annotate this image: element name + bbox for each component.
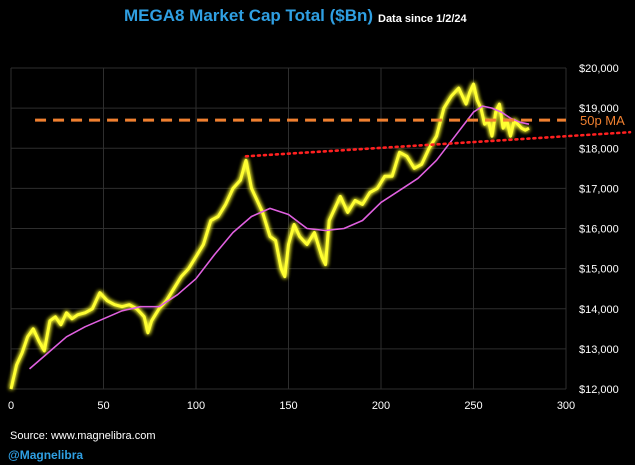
y-tick-label: $18,000 (579, 143, 619, 155)
chart-title: MEGA8 Market Cap Total ($Bn) (124, 6, 374, 25)
moving-average-line (28, 105, 530, 370)
source-note: Source: www.magnelibra.com (10, 430, 156, 442)
y-tick-label: $16,000 (579, 224, 619, 236)
ma-level-label: 50p MA (580, 113, 625, 128)
y-tick-label: $13,000 (579, 344, 619, 356)
axis-labels: 0 50 100 150 200 250 300 $12,000 $13,000 $14,000 $… (8, 63, 619, 412)
grid-lines (10, 67, 567, 390)
series-layer: 50p MA (9, 82, 632, 390)
x-tick-label: 50 (97, 400, 109, 412)
author-handle: @Magnelibra (8, 448, 84, 462)
x-tick-label: 250 (464, 400, 482, 412)
x-tick-label: 200 (372, 400, 390, 412)
y-tick-label: $12,000 (579, 384, 619, 396)
y-tick-label: $15,000 (579, 264, 619, 276)
chart-subtitle: Data since 1/2/24 (378, 13, 467, 25)
y-tick-label: $19,000 (579, 103, 619, 115)
x-tick-label: 300 (557, 400, 575, 412)
x-tick-label: 100 (187, 400, 205, 412)
x-tick-label: 150 (279, 400, 297, 412)
x-tick-label: 0 (8, 400, 14, 412)
y-tick-label: $14,000 (579, 304, 619, 316)
price-series-line (9, 82, 530, 390)
trend-line (244, 130, 632, 158)
y-tick-label: $17,000 (579, 183, 619, 195)
y-tick-label: $20,000 (579, 63, 619, 75)
